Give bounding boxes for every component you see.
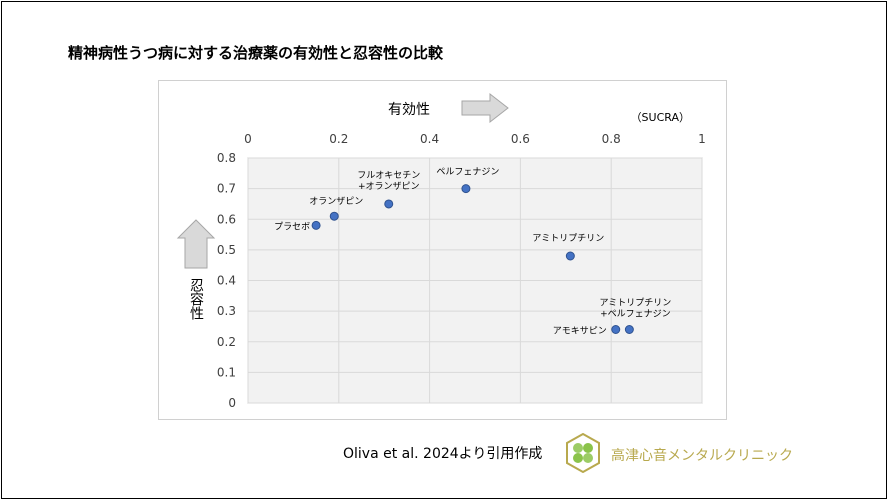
data-point — [461, 184, 471, 194]
y-tick-label: 0.8 — [217, 151, 236, 165]
x-tick-label: 1 — [698, 132, 706, 146]
y-tick-label: 0.6 — [217, 212, 236, 226]
data-label: アモキサピン — [553, 326, 607, 337]
x-tick-label: 0.6 — [511, 132, 530, 146]
x-tick-label: 0.2 — [329, 132, 348, 146]
y-tick-label: 0.2 — [217, 335, 236, 349]
up-arrow-icon — [176, 219, 216, 269]
y-tick-label: 0 — [228, 396, 236, 410]
y-tick-label: 0.1 — [217, 365, 236, 379]
clinic-name: 高津心音メンタルクリニック — [611, 448, 793, 464]
data-label: オランザピン — [309, 196, 363, 207]
data-point — [311, 220, 321, 230]
data-label: アミトリプチリン — [532, 233, 604, 244]
page-title: 精神病性うつ病に対する治療薬の有効性と忍容性の比較 — [68, 44, 444, 62]
data-point — [565, 251, 575, 261]
data-label: プラセボ — [274, 221, 310, 232]
y-tick-label: 0.4 — [217, 274, 236, 288]
x-tick-label: 0.8 — [602, 132, 621, 146]
clinic-logo-icon — [566, 433, 600, 473]
unit-label: （SUCRA） — [631, 111, 690, 124]
y-tick-label: 0.7 — [217, 182, 236, 196]
data-point — [384, 199, 394, 209]
y-tick-label: 0.5 — [217, 243, 236, 257]
y-axis-label: 忍容性 — [188, 278, 204, 320]
x-axis-label: 有効性 — [388, 102, 430, 118]
data-label: フルオキセチン+オランザピン — [357, 170, 420, 192]
y-tick-label: 0.3 — [217, 304, 236, 318]
citation: Oliva et al. 2024より引用作成 — [343, 446, 543, 462]
x-tick-label: 0.4 — [420, 132, 439, 146]
data-point — [624, 325, 634, 334]
data-point — [611, 325, 621, 334]
data-point — [329, 211, 339, 221]
x-tick-label: 0 — [244, 132, 252, 146]
right-arrow-icon — [461, 92, 509, 124]
data-label: アミトリプチリン+ペルフェナジン — [599, 298, 671, 320]
data-label: ペルフェナジン — [436, 167, 499, 178]
